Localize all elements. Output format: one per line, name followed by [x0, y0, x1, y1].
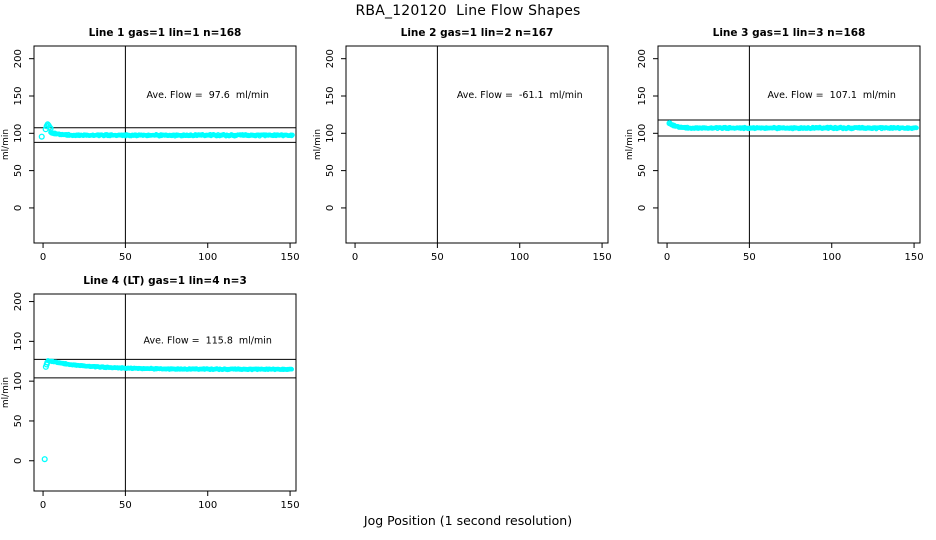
x-tick-label: 50 [431, 252, 444, 263]
y-tick-label: 50 [13, 164, 24, 177]
y-tick-label: 150 [325, 86, 336, 105]
data-point [290, 132, 295, 138]
y-tick-label: 100 [325, 124, 336, 143]
subplot-title: Line 4 (LT) gas=1 lin=4 n=3 [83, 275, 247, 287]
ave-flow-annotation: Ave. Flow = -61.1 ml/min [457, 90, 583, 101]
subplot-title: Line 3 gas=1 lin=3 n=168 [712, 27, 866, 39]
y-tick-label: 0 [13, 205, 24, 211]
x-tick-label: 0 [40, 500, 46, 511]
data-point [38, 133, 45, 140]
figure-title: RBA_120120 Line Flow Shapes [355, 3, 581, 19]
ave-flow-annotation: Ave. Flow = 97.6 ml/min [147, 90, 269, 101]
y-tick-label: 50 [325, 164, 336, 177]
x-tick-label: 50 [743, 252, 756, 263]
y-axis-label: ml/min [625, 129, 635, 160]
subplot-title: Line 1 gas=1 lin=1 n=168 [88, 27, 242, 39]
data-point [666, 120, 673, 127]
x-tick-label: 50 [119, 500, 132, 511]
y-tick-label: 0 [325, 205, 336, 211]
x-tick-label: 150 [593, 252, 612, 263]
y-axis-label: ml/min [1, 377, 11, 408]
plot-frame [33, 293, 297, 492]
subplot-line-4: Line 4 (LT) gas=1 lin=4 n=3 0 50 100 150 0 50… [0, 270, 312, 518]
plot-canvas: 0 50 100 150 0 50 100 150 200 ml/min Ave. Flow = 9… [1, 45, 300, 263]
y-tick-label: 200 [637, 49, 648, 68]
plot-frame [345, 45, 609, 244]
x-tick-label: 100 [198, 252, 217, 263]
y-tick-label: 100 [637, 124, 648, 143]
x-tick-label: 150 [281, 500, 300, 511]
data-point [47, 125, 54, 132]
data-point [46, 124, 53, 131]
ave-flow-annotation: Ave. Flow = 115.8 ml/min [144, 335, 272, 346]
subplot-title: Line 2 gas=1 lin=2 n=167 [400, 27, 554, 39]
data-point [914, 125, 919, 131]
plot-canvas: 0 50 100 150 0 50 100 150 200 ml/min Ave. Flow = -… [313, 45, 612, 263]
x-tick-label: 0 [40, 252, 46, 263]
plot-frame [33, 45, 297, 244]
y-tick-label: 100 [13, 124, 24, 143]
data-point [44, 359, 51, 366]
subplot-line-3: Line 3 gas=1 lin=3 n=168 0 50 100 150 0 50 100… [624, 22, 936, 270]
subplot-line-2: Line 2 gas=1 lin=2 n=167 0 50 100 150 0 50 100… [312, 22, 624, 270]
y-tick-label: 0 [637, 205, 648, 211]
y-tick-label: 200 [13, 49, 24, 68]
y-tick-label: 150 [13, 332, 24, 351]
y-tick-label: 0 [13, 458, 24, 464]
x-tick-label: 100 [822, 252, 841, 263]
x-tick-label: 100 [510, 252, 529, 263]
plot-canvas: 0 50 100 150 0 50 100 150 200 ml/min Ave. Flow = 1… [1, 292, 300, 511]
data-point [41, 456, 48, 463]
y-tick-label: 150 [13, 86, 24, 105]
plot-canvas: 0 50 100 150 0 50 100 150 200 ml/min Ave. Flow = 1… [625, 45, 924, 263]
x-tick-label: 150 [905, 252, 924, 263]
x-tick-label: 100 [198, 500, 217, 511]
y-tick-label: 50 [637, 164, 648, 177]
x-tick-label: 50 [119, 252, 132, 263]
y-tick-label: 200 [325, 49, 336, 68]
ave-flow-annotation: Ave. Flow = 107.1 ml/min [768, 90, 896, 101]
x-tick-label: 0 [352, 252, 358, 263]
data-point [289, 366, 295, 372]
x-tick-label: 0 [664, 252, 670, 263]
y-tick-label: 200 [13, 292, 24, 311]
y-axis-label: ml/min [313, 129, 323, 160]
y-tick-label: 100 [13, 372, 24, 391]
plot-frame [657, 45, 921, 244]
y-tick-label: 150 [637, 86, 648, 105]
y-tick-label: 50 [13, 415, 24, 428]
x-tick-label: 150 [281, 252, 300, 263]
x-axis-label: Jog Position (1 second resolution) [363, 513, 573, 528]
y-axis-label: ml/min [1, 129, 11, 160]
subplot-line-1: Line 1 gas=1 lin=1 n=168 0 50 100 150 0 50 100… [0, 22, 312, 270]
